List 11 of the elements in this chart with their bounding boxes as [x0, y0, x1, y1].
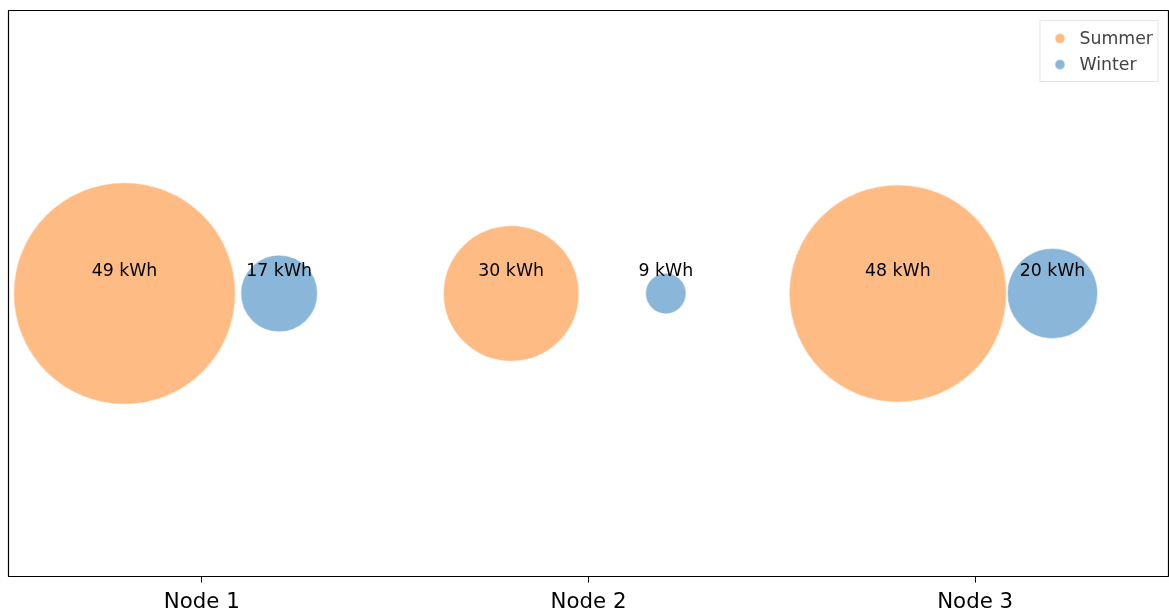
category-label: Node 1: [163, 587, 240, 613]
category-label: Node 3: [937, 587, 1014, 613]
data-label: 48 kWh: [864, 259, 931, 280]
data-label: 30 kWh: [478, 259, 545, 280]
data-label: 17 kWh: [246, 259, 313, 280]
legend-label: Winter: [1079, 54, 1137, 74]
category-label: Node 2: [550, 587, 627, 613]
data-label: 20 kWh: [1019, 259, 1086, 280]
legend-label: Summer: [1079, 28, 1153, 48]
data-label: 9 kWh: [638, 259, 694, 280]
data-label: 49 kWh: [91, 259, 158, 280]
